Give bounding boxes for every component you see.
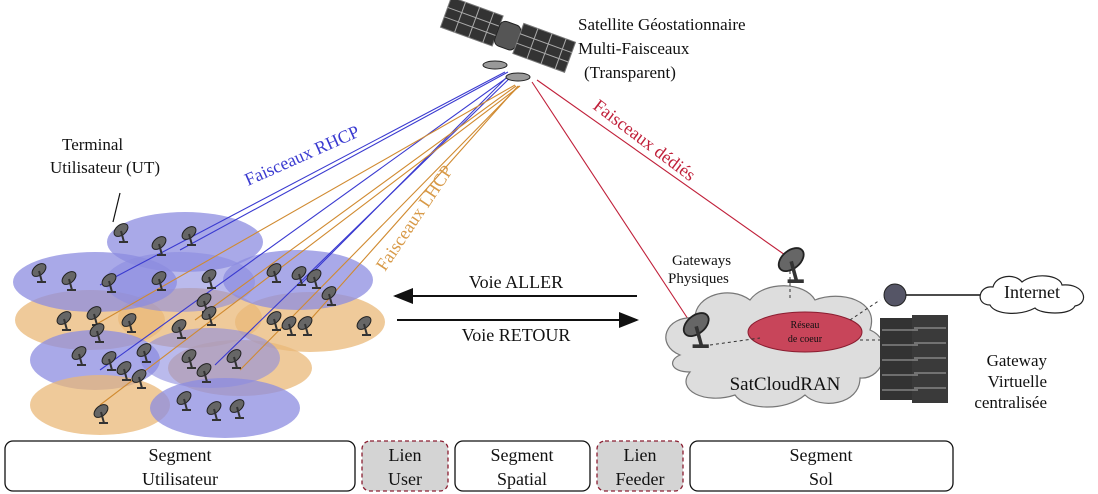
segment-label: Segment — [491, 445, 554, 465]
forward-link: Voie ALLER — [469, 272, 563, 292]
satellite-label: (Transparent) — [584, 63, 676, 82]
segment-label: Lien — [624, 445, 657, 465]
segment-label: Segment — [149, 445, 212, 465]
segment-label: Segment — [790, 445, 853, 465]
terminal-pointer — [112, 192, 121, 223]
servers — [880, 275, 1085, 403]
virtual-gateway-label: Gateway — [987, 351, 1048, 370]
dedicated-label: Faisceaux dédiés — [590, 95, 700, 185]
virtual-gateway-label: centralisée — [974, 393, 1047, 412]
satellite-label: Multi-Faisceaux — [578, 39, 690, 58]
gateways-label: Physiques — [668, 271, 729, 287]
beam-lines — [94, 71, 786, 406]
satellite-icon — [439, 0, 577, 82]
segment-label: Feeder — [616, 469, 665, 489]
segment-label: Spatial — [497, 469, 547, 489]
coverage-cells — [13, 212, 385, 438]
link-arrows — [393, 288, 639, 328]
segment-label: Sol — [809, 469, 833, 489]
gateways-label: Gateways — [672, 253, 731, 269]
segment-label: User — [388, 469, 422, 489]
core-label: Réseau — [791, 320, 820, 331]
return-link: Voie RETOUR — [462, 325, 571, 345]
terminal-label: Terminal — [62, 135, 123, 154]
cloud-label: SatCloudRAN — [730, 374, 841, 395]
lhcp-label: Faisceaux LHCP — [372, 162, 457, 275]
virtual-gateway-label: Virtuelle — [988, 372, 1047, 391]
terminal-label: Utilisateur (UT) — [50, 158, 160, 177]
satellite-label: Satellite Géostationnaire — [578, 15, 746, 34]
segment-boxes — [4, 440, 954, 492]
core-label: de coeur — [788, 334, 823, 345]
internet-label: Internet — [1004, 282, 1060, 302]
segment-label: Lien — [389, 445, 422, 465]
cloud — [665, 265, 890, 408]
segment-label: Utilisateur — [142, 469, 218, 489]
